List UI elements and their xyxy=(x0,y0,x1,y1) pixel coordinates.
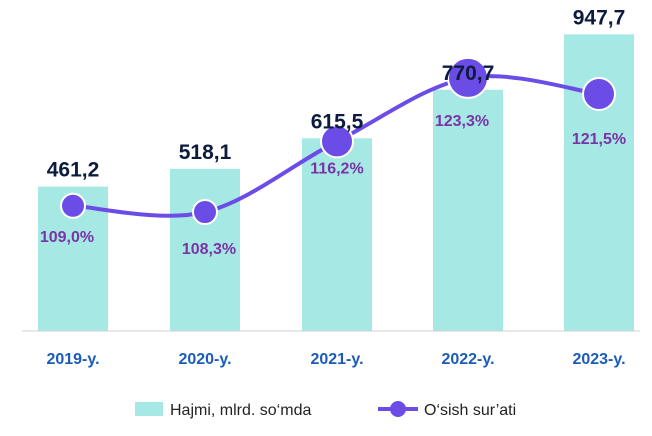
bar-value-label: 461,2 xyxy=(47,159,100,182)
bar-2021-y. xyxy=(302,138,372,331)
growth-line-layer xyxy=(60,56,616,226)
x-tick-label: 2020-y. xyxy=(178,351,231,368)
growth-value-label: 108,3% xyxy=(182,241,236,258)
legend-swatch-growth-marker xyxy=(390,401,406,417)
growth-marker xyxy=(60,192,86,219)
legend-swatch-volume xyxy=(135,402,163,416)
bar-value-label: 615,5 xyxy=(311,110,364,133)
legend-label-volume: Hajmi, mlrd. so‘mda xyxy=(170,402,311,419)
legend: Hajmi, mlrd. so‘mda O‘sish sur’ati xyxy=(135,401,516,419)
growth-value-label: 109,0% xyxy=(40,229,94,246)
bar-2022-y. xyxy=(433,89,503,331)
x-tick-label: 2021-y. xyxy=(310,351,363,368)
bar-2020-y. xyxy=(170,168,240,331)
x-tick-label: 2023-y. xyxy=(572,351,625,368)
bars-layer xyxy=(38,34,634,331)
bar-value-label: 518,1 xyxy=(179,141,232,164)
growth-marker xyxy=(447,56,489,99)
growth-marker xyxy=(320,124,354,159)
growth-marker xyxy=(582,77,616,112)
growth-marker xyxy=(192,199,218,226)
growth-value-label: 116,2% xyxy=(310,160,363,177)
bar-value-label: 947,7 xyxy=(573,6,626,29)
growth-value-label: 121,5% xyxy=(572,131,626,148)
labels-layer: 461,2 518,1 615,5 770,7 947,7 109,0% 108,3% 116… xyxy=(40,6,626,258)
x-tick-label: 2019-y. xyxy=(46,351,99,368)
x-axis-ticks: 2019-y. 2020-y. 2021-y. 2022-y. 2023-y. xyxy=(46,351,625,368)
x-tick-label: 2022-y. xyxy=(441,351,494,368)
legend-label-growth: O‘sish sur’ati xyxy=(424,402,516,419)
bar-value-label: 770,7 xyxy=(442,62,495,85)
growth-value-label: 123,3% xyxy=(435,113,489,130)
